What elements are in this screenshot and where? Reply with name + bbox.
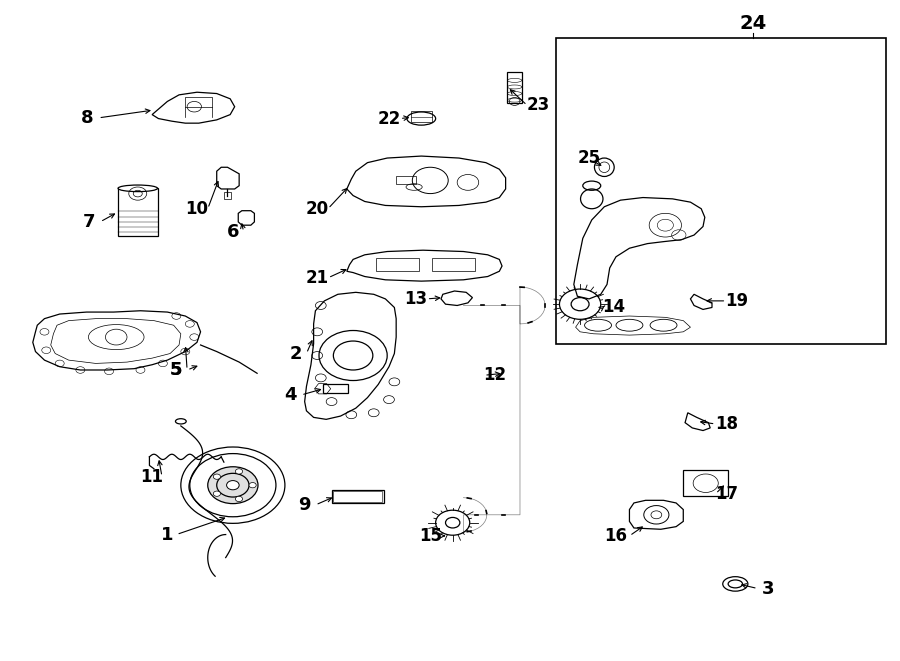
Text: 3: 3 [762, 580, 775, 598]
Bar [432, 258, 475, 271]
Text: 15: 15 [418, 527, 442, 545]
Bar [224, 192, 231, 199]
Bar [683, 470, 728, 496]
Bar [322, 385, 347, 393]
Text: 10: 10 [185, 200, 209, 217]
Text: 5: 5 [170, 361, 183, 379]
Text: 6: 6 [227, 223, 239, 241]
Bar [331, 490, 383, 503]
Text: 18: 18 [715, 415, 738, 433]
Text: 4: 4 [284, 386, 296, 404]
Text: 2: 2 [290, 344, 302, 362]
Circle shape [213, 474, 220, 479]
Bar [118, 188, 158, 236]
Text: 19: 19 [725, 292, 749, 310]
Circle shape [249, 483, 256, 488]
Circle shape [213, 491, 220, 496]
Text: 9: 9 [299, 496, 310, 514]
Ellipse shape [118, 185, 158, 192]
Bar [556, 38, 886, 344]
Text: 22: 22 [377, 110, 400, 128]
Text: 13: 13 [404, 290, 428, 308]
Text: 17: 17 [715, 485, 738, 503]
Text: 1: 1 [161, 525, 174, 543]
Circle shape [236, 469, 243, 474]
Bar [396, 176, 416, 184]
Bar [410, 111, 432, 122]
Circle shape [227, 481, 239, 490]
Text: 11: 11 [140, 467, 163, 486]
Text: 20: 20 [306, 200, 328, 217]
Bar [333, 491, 382, 502]
Text: 23: 23 [526, 97, 550, 114]
Text: 7: 7 [83, 213, 95, 231]
Bar [376, 258, 419, 271]
Circle shape [208, 467, 258, 504]
Text: 24: 24 [740, 14, 767, 32]
Text: 21: 21 [306, 269, 328, 287]
Text: 14: 14 [602, 299, 625, 317]
Text: 12: 12 [483, 366, 507, 384]
Text: 16: 16 [605, 527, 627, 545]
Circle shape [236, 496, 243, 502]
Bar [508, 72, 522, 103]
Text: 25: 25 [578, 149, 600, 167]
Text: 5: 5 [170, 361, 183, 379]
Text: 8: 8 [81, 109, 94, 127]
